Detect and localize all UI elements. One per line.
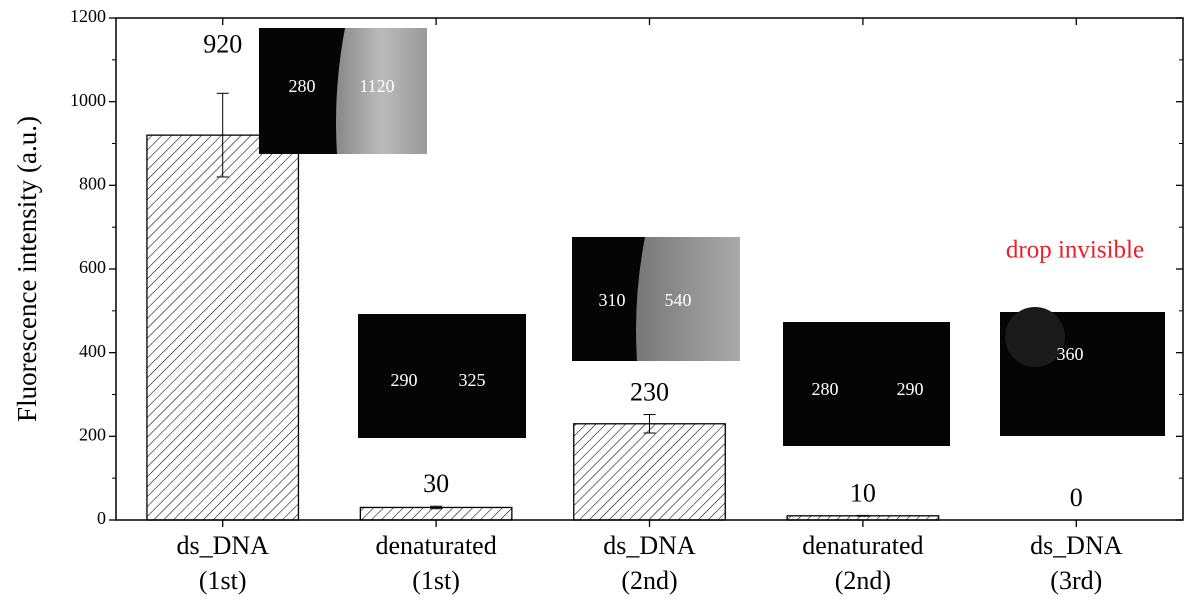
- y-tick-label: 800: [79, 173, 106, 193]
- x-tick-label: (3rd): [1050, 566, 1102, 595]
- y-tick-label: 600: [79, 257, 106, 277]
- inset-label: 280: [289, 76, 316, 96]
- bar: [146, 134, 300, 521]
- x-tick-label: denaturated: [802, 531, 923, 560]
- inset-label: 290: [391, 370, 418, 390]
- inset-image: 360: [1000, 307, 1165, 436]
- inset-label: 360: [1057, 344, 1084, 364]
- inset-background: [358, 314, 526, 438]
- annotation: drop invisible: [1006, 237, 1144, 264]
- x-tick-label: (2nd): [621, 566, 677, 595]
- inset-label: 310: [599, 290, 626, 310]
- value-label: 230: [630, 378, 669, 407]
- x-tick-label: (2nd): [835, 566, 891, 595]
- value-label: 10: [850, 478, 876, 507]
- value-label: 920: [203, 29, 242, 58]
- plot-frame: [115, 17, 1184, 521]
- x-tick-label: (1st): [199, 566, 247, 595]
- inset-image: 280 1120: [259, 28, 427, 154]
- inset-bright-region: [336, 28, 427, 154]
- value-label: 30: [423, 469, 449, 498]
- x-tick-label: (1st): [412, 566, 460, 595]
- inset-background: [783, 322, 950, 446]
- y-tick-label: 200: [79, 424, 106, 444]
- bar: [359, 506, 513, 521]
- x-tick-label: ds_DNA: [176, 531, 269, 560]
- inset-label: 290: [897, 379, 924, 399]
- value-label: 0: [1070, 483, 1083, 512]
- inset-label: 280: [812, 379, 839, 399]
- inset-bright-region: [636, 237, 740, 361]
- inset-label: 325: [459, 370, 486, 390]
- inset-glow: [1005, 307, 1065, 367]
- inset-image: 290 325: [358, 314, 526, 438]
- bar: [573, 423, 726, 521]
- y-tick-label: 0: [97, 508, 106, 528]
- inset-label: 540: [665, 290, 692, 310]
- y-tick-label: 400: [79, 341, 106, 361]
- y-tick-label: 1200: [70, 6, 106, 26]
- x-tick-label: ds_DNA: [1030, 531, 1123, 560]
- inset-label: 1120: [359, 76, 394, 96]
- y-tick-label: 1000: [70, 90, 106, 110]
- inset-image: 310 540: [572, 237, 740, 361]
- x-tick-label: ds_DNA: [603, 531, 696, 560]
- inset-image: 280 290: [783, 322, 950, 446]
- x-tick-label: denaturated: [375, 531, 496, 560]
- y-axis-title: Fluorescence intensity (a.u.): [12, 116, 42, 422]
